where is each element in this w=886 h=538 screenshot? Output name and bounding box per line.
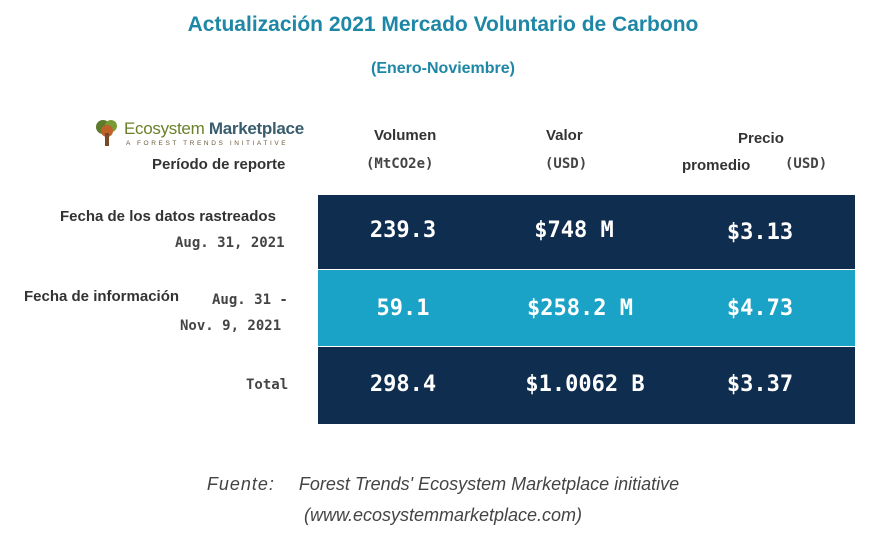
chart-title: Actualización 2021 Mercado Voluntario de… (187, 13, 699, 36)
logo-tagline: A FOREST TRENDS INITIATIVE (126, 140, 289, 147)
corner-label: Período de reporte (152, 156, 286, 173)
row-2-date-end: Nov. 9, 2021 (180, 318, 282, 334)
cell-row3-volumen: 298.4 (369, 372, 437, 397)
row-2-label: Fecha de información (24, 288, 180, 305)
col-header-volumen: Volumen (374, 127, 437, 144)
table-row-3-background (318, 347, 855, 424)
row-1-label: Fecha de los datos rastreados (60, 208, 276, 225)
cell-row2-valor: $258.2 M (527, 296, 633, 321)
cell-row1-valor: $748 M (534, 218, 614, 243)
source-prefix: Fuente: (206, 474, 275, 494)
col-header-valor-unit: (USD) (545, 156, 588, 172)
source-url: (www.ecosystemmarketplace.com) (303, 505, 583, 525)
row-3-label: Total (246, 377, 289, 393)
row-1-date: Aug. 31, 2021 (175, 235, 285, 251)
cell-row2-precio: $4.73 (726, 296, 794, 321)
table-row-2-background (318, 270, 855, 346)
logo-wordmark: Ecosystem Marketplace (124, 119, 304, 139)
cell-row3-precio: $3.37 (726, 372, 794, 397)
source-line-1: Fuente: Forest Trends' Ecosystem Marketp… (0, 474, 886, 495)
chart-subtitle: (Enero-Noviembre) (370, 60, 516, 77)
tree-logo-icon (96, 120, 117, 146)
cell-row1-precio: $3.13 (726, 220, 794, 245)
logo-word-ecosystem: Ecosystem (124, 119, 205, 138)
table-row-1-background (318, 195, 855, 269)
row-2-date-start: Aug. 31 - (212, 292, 288, 308)
col-header-valor: Valor (546, 127, 583, 144)
source-organization: Forest Trends' Ecosystem Marketplace ini… (298, 474, 680, 494)
col-header-promedio: promedio (682, 157, 751, 174)
logo-word-marketplace: Marketplace (208, 119, 304, 138)
col-header-precio: Precio (738, 130, 784, 147)
col-header-volumen-unit: (MtCO2e) (366, 156, 434, 172)
cell-row2-volumen: 59.1 (376, 296, 430, 321)
ecosystem-marketplace-logo: Ecosystem Marketplace A FOREST TRENDS IN… (94, 116, 314, 156)
col-header-precio-unit: (USD) (785, 156, 828, 172)
cell-row3-valor: $1.0062 B (525, 372, 645, 397)
cell-row1-volumen: 239.3 (369, 218, 437, 243)
